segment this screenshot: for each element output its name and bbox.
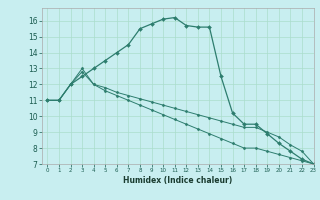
X-axis label: Humidex (Indice chaleur): Humidex (Indice chaleur) <box>123 176 232 185</box>
